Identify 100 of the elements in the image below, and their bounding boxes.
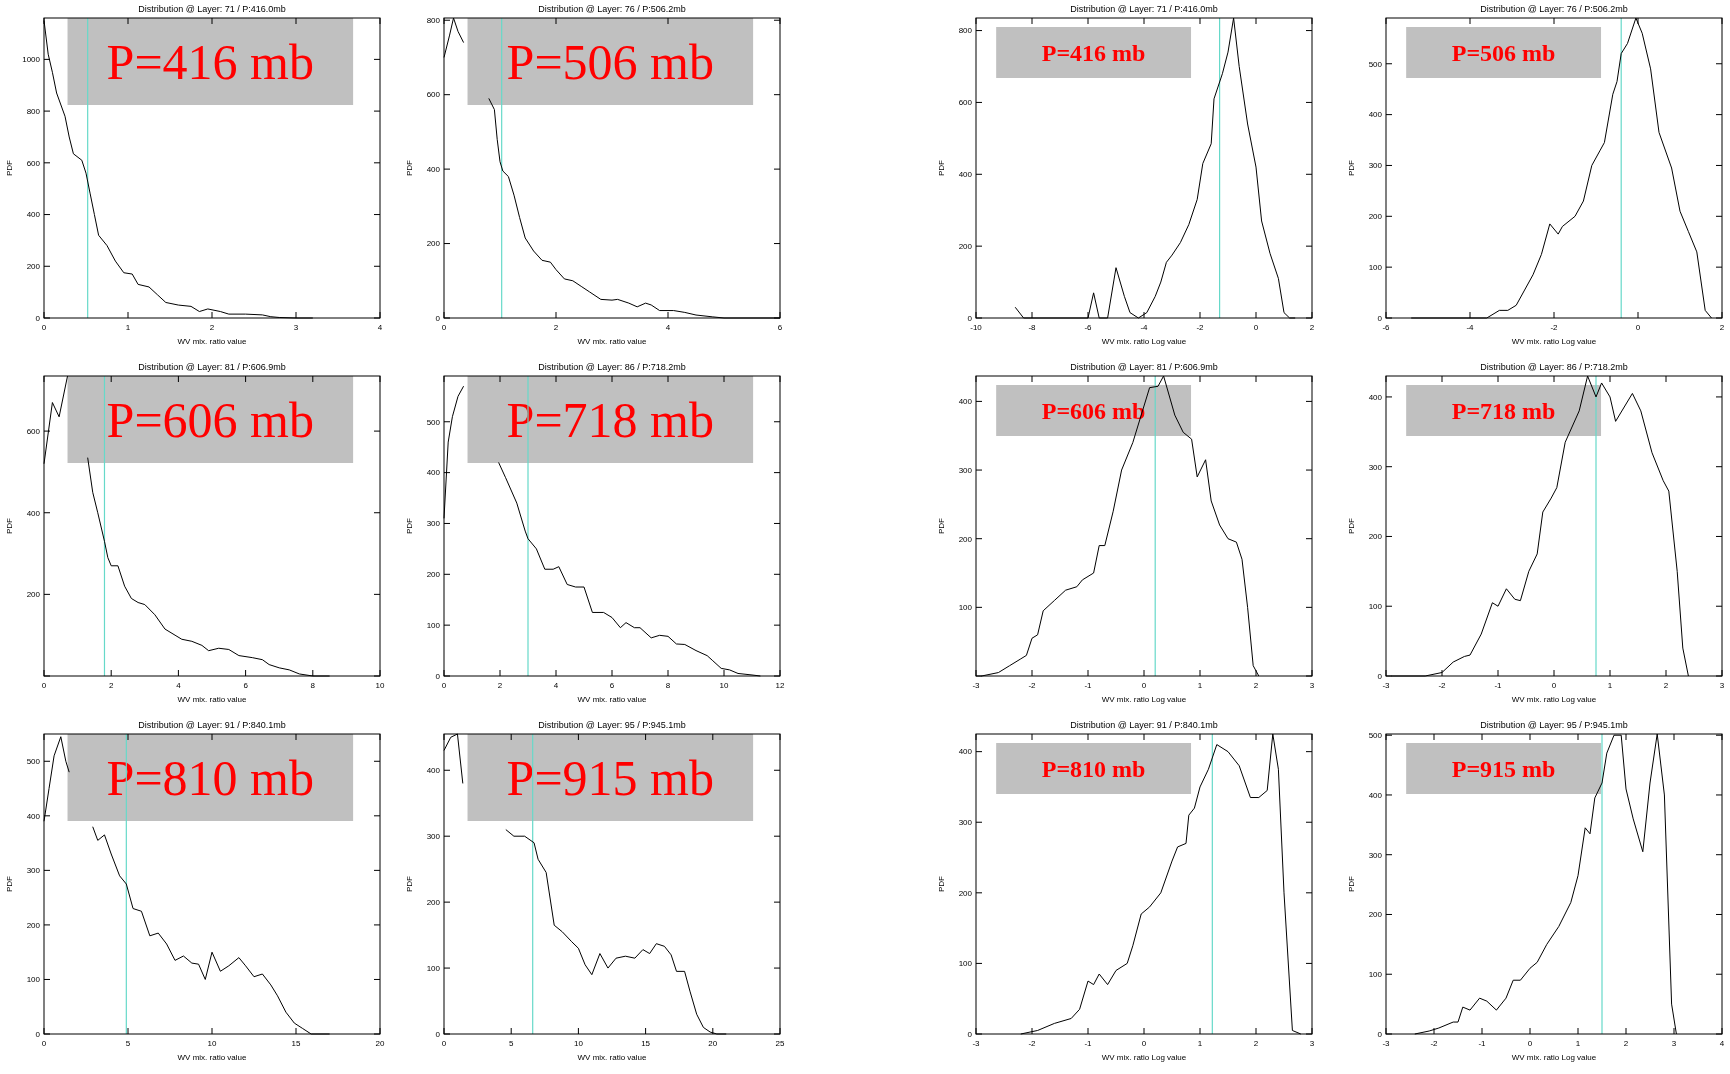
y-tick-label: 600 <box>426 90 441 100</box>
x-tick-label: 2 <box>1309 323 1315 332</box>
x-tick-label: 6 <box>243 681 249 690</box>
x-tick-label: 2 <box>209 323 215 332</box>
y-tick-label: 500 <box>26 757 41 767</box>
y-axis-title: PDF <box>1347 159 1356 176</box>
y-axis-title: PDF <box>5 159 14 176</box>
y-tick-label: 200 <box>426 570 441 580</box>
x-tick-label: 1 <box>125 323 131 332</box>
chart-title: Distribution @ Layer: 95 / P:945.1mb <box>1480 720 1628 730</box>
x-tick-label: -3 <box>972 1039 981 1048</box>
x-tick-label: -1 <box>1084 1039 1093 1048</box>
y-tick-label: 600 <box>958 98 973 108</box>
x-tick-label: -3 <box>1382 681 1391 690</box>
pressure-label: P=506 mb <box>1406 27 1602 78</box>
y-tick-label: 200 <box>958 888 973 898</box>
y-axis-title: PDF <box>1347 517 1356 534</box>
x-tick-label: 10 <box>719 681 729 690</box>
annotation: P=506 mb <box>1451 39 1556 66</box>
x-tick-label: 0 <box>41 681 47 690</box>
y-tick-label: 200 <box>426 897 441 907</box>
pressure-label: P=718 mb <box>1406 385 1602 436</box>
x-tick-label: 0 <box>441 323 447 332</box>
y-tick-label: 200 <box>958 534 973 544</box>
y-axis-title: PDF <box>405 517 414 534</box>
y-tick-label: 0 <box>35 313 41 323</box>
y-tick-label: 1000 <box>22 55 41 65</box>
chart-title: Distribution @ Layer: 91 / P:840.1mb <box>138 720 286 730</box>
chart-title: Distribution @ Layer: 76 / P:506.2mb <box>1480 4 1628 14</box>
x-tick-label: 3 <box>1671 1039 1677 1048</box>
x-axis-title: WV mix. ratio value <box>577 337 647 346</box>
annotation: P=810 mb <box>106 750 315 806</box>
y-axis-title: PDF <box>405 875 414 892</box>
y-tick-label: 800 <box>958 26 973 36</box>
x-tick-label: -8 <box>1028 323 1037 332</box>
x-axis-title: WV mix. ratio value <box>177 695 247 704</box>
annotation: P=915 mb <box>506 750 715 806</box>
chart-title: Distribution @ Layer: 86 / P:718.2mb <box>538 362 686 372</box>
chart-title: Distribution @ Layer: 81 / P:606.9mb <box>1070 362 1218 372</box>
x-tick-label: -4 <box>1466 323 1475 332</box>
x-tick-label: 4 <box>665 323 671 332</box>
x-tick-label: 0 <box>1635 323 1641 332</box>
x-axis-title: WV mix. ratio Log value <box>1511 695 1597 704</box>
y-axis-title: PDF <box>937 159 946 176</box>
y-tick-label: 400 <box>1368 790 1383 800</box>
x-tick-label: 20 <box>708 1039 718 1048</box>
y-axis-title: PDF <box>937 517 946 534</box>
x-tick-label: 20 <box>375 1039 385 1048</box>
x-tick-label: 12 <box>775 681 785 690</box>
y-tick-label: 0 <box>967 1029 973 1039</box>
x-tick-label: 3 <box>293 323 299 332</box>
x-tick-label: 4 <box>1719 1039 1725 1048</box>
y-tick-label: 100 <box>1368 970 1383 980</box>
y-tick-label: 400 <box>26 811 41 821</box>
x-tick-label: 10 <box>375 681 385 690</box>
x-axis-title: WV mix. ratio Log value <box>1511 337 1597 346</box>
x-tick-label: 0 <box>41 323 47 332</box>
x-tick-label: 3 <box>1309 681 1315 690</box>
x-tick-label: 0 <box>1141 681 1147 690</box>
y-tick-label: 100 <box>426 620 441 630</box>
y-tick-label: 200 <box>1368 532 1383 542</box>
x-tick-label: -3 <box>972 681 981 690</box>
y-tick-label: 0 <box>1377 313 1383 323</box>
x-tick-label: 8 <box>310 681 316 690</box>
pressure-label: P=416 mb <box>67 18 354 105</box>
y-tick-label: 0 <box>435 671 441 681</box>
x-tick-label: 3 <box>1309 1039 1315 1048</box>
y-tick-label: 500 <box>1368 59 1383 69</box>
y-tick-label: 200 <box>26 920 41 930</box>
x-tick-label: -1 <box>1494 681 1503 690</box>
chart-title: Distribution @ Layer: 86 / P:718.2mb <box>1480 362 1628 372</box>
pressure-label: P=606 mb <box>67 376 354 463</box>
x-tick-label: 1 <box>1575 1039 1581 1048</box>
y-tick-label: 400 <box>1368 392 1383 402</box>
y-tick-label: 0 <box>1377 671 1383 681</box>
y-tick-label: 300 <box>958 465 973 475</box>
x-tick-label: -2 <box>1438 681 1447 690</box>
x-tick-label: -6 <box>1084 323 1093 332</box>
y-tick-label: 0 <box>435 1029 441 1039</box>
y-axis-title: PDF <box>405 159 414 176</box>
y-tick-label: 600 <box>26 426 41 436</box>
y-tick-label: 800 <box>426 16 441 26</box>
x-tick-label: -4 <box>1140 323 1149 332</box>
y-tick-label: 400 <box>958 747 973 757</box>
y-tick-label: 100 <box>426 963 441 973</box>
x-tick-label: 6 <box>609 681 615 690</box>
x-tick-label: 8 <box>665 681 671 690</box>
y-tick-label: 0 <box>967 313 973 323</box>
x-tick-label: -10 <box>970 323 983 332</box>
y-tick-label: 100 <box>1368 262 1383 272</box>
y-tick-label: 300 <box>1368 161 1383 171</box>
y-tick-label: 400 <box>426 164 441 174</box>
x-tick-label: 2 <box>1623 1039 1629 1048</box>
pressure-label: P=915 mb <box>467 734 754 821</box>
x-tick-label: 10 <box>573 1039 584 1048</box>
y-axis-title: PDF <box>937 875 946 892</box>
pressure-label: P=416 mb <box>996 27 1192 78</box>
x-axis-title: WV mix. ratio value <box>177 1053 247 1062</box>
x-tick-label: 0 <box>41 1039 47 1048</box>
y-tick-label: 400 <box>26 210 41 220</box>
